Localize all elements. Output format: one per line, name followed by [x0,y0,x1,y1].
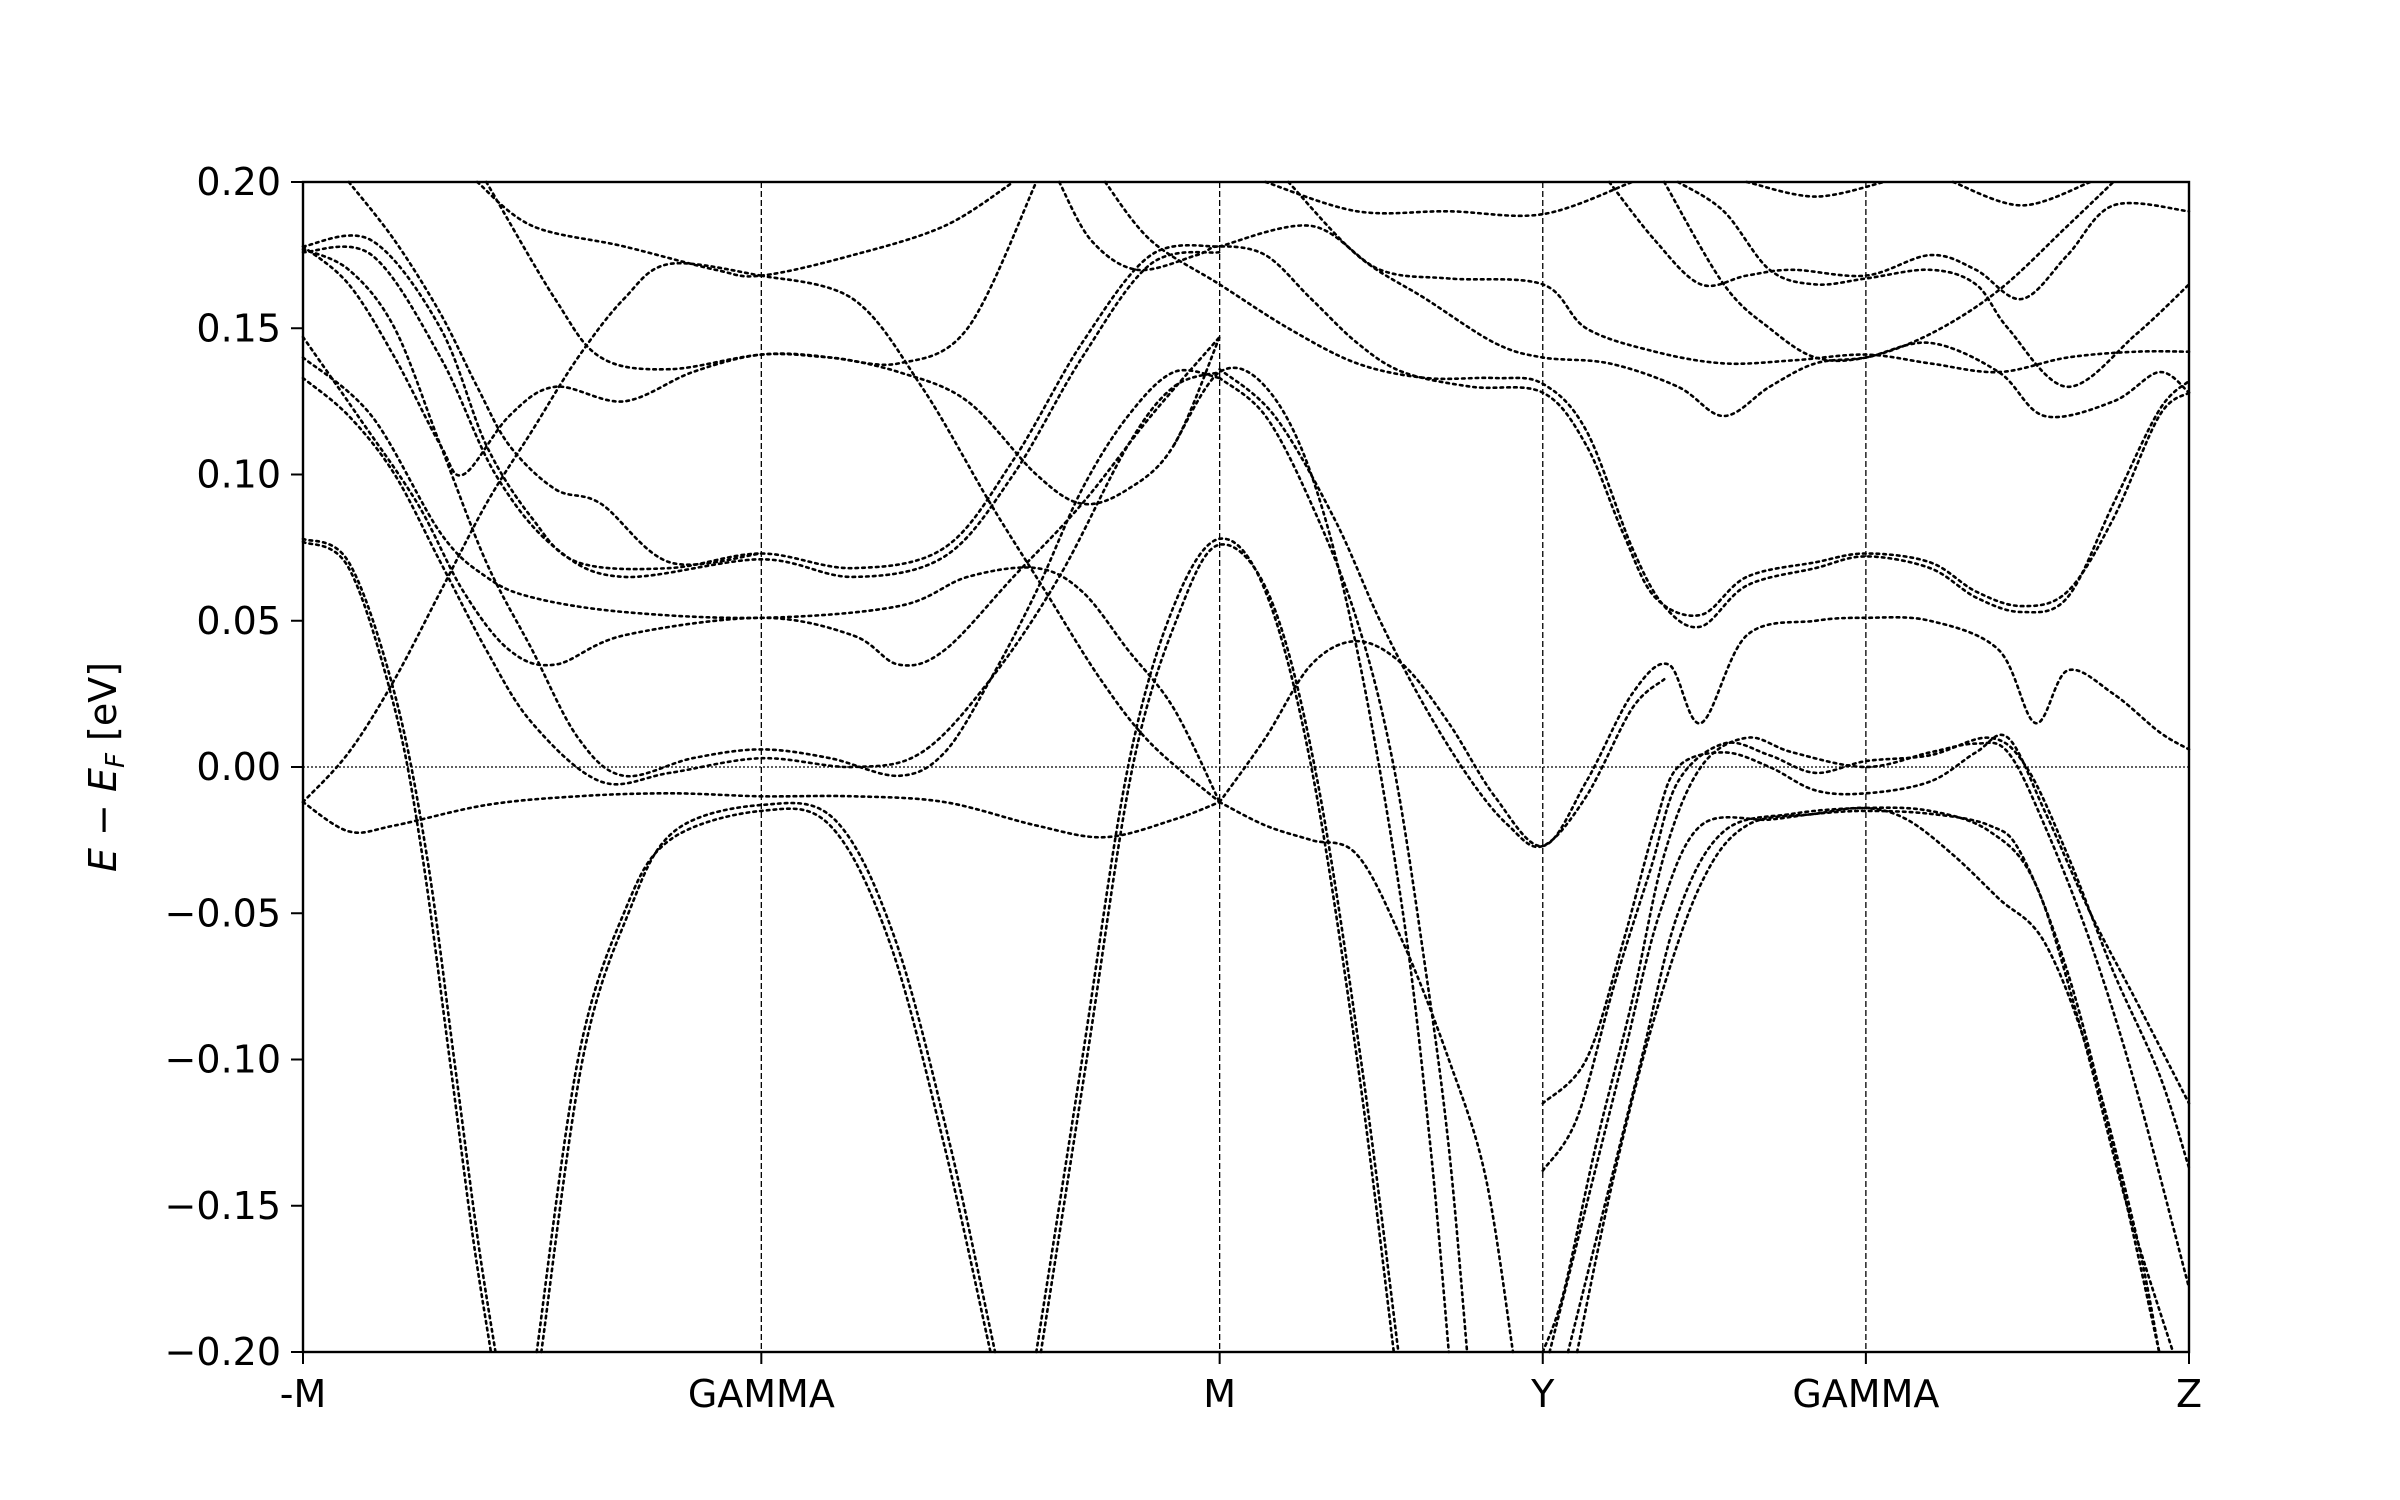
y-tick-label: 0.10 [196,453,281,497]
band-33 [1541,736,2191,1172]
band-36 [1566,806,2175,1354]
band-10 [1218,615,2191,848]
band-16 [301,234,1221,571]
x-tick-label: GAMMA [1792,1372,1939,1416]
band-20 [475,180,1015,278]
y-tick-label: −0.05 [165,891,281,935]
band-19 [301,245,1221,506]
band-13 [301,370,1221,786]
band-14 [301,356,1221,804]
band-35 [1548,809,2161,1354]
band-6 [1039,543,1400,1354]
band-17 [301,245,1221,579]
band-9 [760,274,1221,804]
band-lines [301,180,2191,1354]
band-23 [1103,180,2191,629]
band-21 [485,180,1038,371]
y-tick-label: −0.20 [165,1330,281,1374]
band-25 [1264,180,1634,218]
x-tick-label: -M [280,1372,327,1416]
x-tick-label: Z [2176,1372,2202,1416]
y-tick-label: 0.05 [196,599,281,643]
y-tick-label: 0.15 [196,306,281,350]
band-26 [1287,180,2191,419]
band-30 [1745,180,1886,198]
y-axis-label-e1: E [81,848,125,872]
y-tick-label: 0.00 [196,745,281,789]
y-tick-label: 0.20 [196,160,281,204]
band-4 [540,801,997,1354]
y-tick-label: −0.15 [165,1184,281,1228]
band-22 [1057,180,2191,617]
y-axis-ticks: −0.20 −0.15 −0.10 −0.05 0.00 0.05 0.10 0.15 0.20 [165,160,303,1374]
band-27 [1607,180,2191,301]
band-11 [1218,367,1666,849]
band-29 [1662,180,2115,363]
y-axis-label-sub: F [101,752,131,768]
y-axis-label-e2: E [81,768,125,792]
y-axis-label-unit: [eV] [81,662,125,753]
band-39 [1172,366,1451,1354]
x-tick-label: Y [1530,1372,1555,1416]
band-2 [301,537,497,1354]
band-40 [1218,800,1515,1354]
band-5 [1035,537,1396,1354]
band-34 [1541,736,2191,1354]
y-tick-label: −0.10 [165,1038,281,1082]
band-32 [1541,733,2191,1105]
band-31 [1951,180,2092,207]
band-37 [1575,806,2161,1354]
band-3 [535,807,992,1354]
x-tick-label: GAMMA [688,1372,835,1416]
x-axis-ticks: -M GAMMA M Y GAMMA Z [280,1352,2202,1416]
band-1 [301,540,493,1354]
band-28 [1676,180,2191,389]
band-7 [301,791,1221,839]
y-axis-label-minus: − [81,792,125,848]
band-18 [347,180,763,566]
x-tick-label: M [1203,1372,1236,1416]
band-8 [301,261,763,804]
band-38 [1218,376,1469,1354]
y-axis-label: E − EF [eV] [81,662,131,872]
band-24 [1218,224,2191,374]
band-15 [301,335,1221,667]
